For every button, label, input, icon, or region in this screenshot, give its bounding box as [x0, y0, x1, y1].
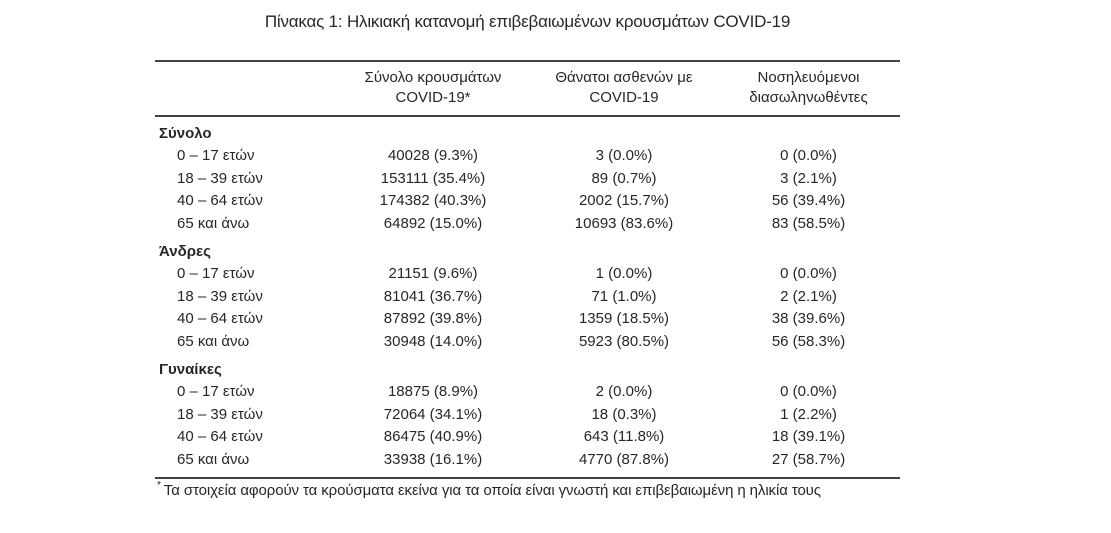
cases-cell: 87892 (39.8%)	[383, 310, 483, 327]
table-row: 65 και άνω 64892 (15.0%) 10693 (83.6%) 8…	[155, 213, 900, 236]
intubated-cell: 18 (39.1%)	[771, 428, 846, 445]
cases-cell: 21151 (9.6%)	[388, 265, 478, 282]
table-row: 65 και άνω 30948 (14.0%) 5923 (80.5%) 56…	[155, 331, 900, 354]
table-row: 0 – 17 ετών 18875 (8.9%) 2 (0.0%) 0 (0.0…	[155, 381, 900, 404]
cases-cell: 64892 (15.0%)	[383, 214, 483, 232]
cases-cell: 18875 (8.9%)	[387, 383, 479, 400]
section-women: Γυναίκες 0 – 17 ετών 18875 (8.9%) 2 (0.0…	[155, 358, 900, 471]
cases-cell: 33938 (16.1%)	[383, 450, 483, 468]
table-row: 18 – 39 ετών 153111 (35.4%) 89 (0.7%) 3 …	[155, 168, 900, 191]
intubated-cell: 83 (58.5%)	[771, 214, 846, 232]
age-group-label: 18 – 39 ετών	[177, 169, 263, 187]
section-label: Γυναίκες	[159, 361, 222, 378]
section-men: Άνδρες 0 – 17 ετών 21151 (9.6%) 1 (0.0%)…	[155, 240, 900, 353]
age-group-label: 65 και άνω	[177, 214, 250, 232]
age-group-label: 0 – 17 ετών	[177, 147, 255, 164]
section-label: Άνδρες	[159, 243, 211, 260]
column-header-deaths-line1: Θάνατοι ασθενών με	[555, 69, 693, 86]
deaths-cell: 89 (0.7%)	[591, 169, 657, 187]
deaths-cell: 1359 (18.5%)	[578, 310, 670, 327]
cases-cell: 153111 (35.4%)	[380, 169, 486, 187]
section-total: Σύνολο 0 – 17 ετών 40028 (9.3%) 3 (0.0%)…	[155, 122, 900, 235]
table-row: 40 – 64 ετών 174382 (40.3%) 2002 (15.7%)…	[155, 190, 900, 213]
cases-cell: 86475 (40.9%)	[383, 428, 483, 445]
intubated-cell: 27 (58.7%)	[771, 450, 846, 468]
intubated-cell: 0 (0.0%)	[780, 147, 837, 164]
deaths-cell: 3 (0.0%)	[595, 147, 653, 164]
age-group-label: 40 – 64 ετών	[177, 310, 263, 327]
age-group-label: 18 – 39 ετών	[177, 287, 263, 305]
table-title: Πίνακας 1: Ηλικιακή κατανομή επιβεβαιωμέ…	[264, 12, 791, 31]
intubated-cell: 38 (39.6%)	[771, 310, 846, 327]
column-header-cases: Σύνολο κρουσμάτων COVID-19*	[335, 68, 531, 108]
column-header-deaths: Θάνατοι ασθενών με COVID-19	[531, 68, 717, 108]
age-group-label: 40 – 64 ετών	[177, 428, 263, 445]
age-group-label: 0 – 17 ετών	[177, 265, 255, 282]
intubated-cell: 0 (0.0%)	[780, 383, 837, 400]
cases-cell: 40028 (9.3%)	[387, 147, 479, 164]
cases-cell: 30948 (14.0%)	[383, 332, 483, 350]
column-header-intubated: Νοσηλευόμενοι διασωληνωθέντες	[717, 68, 900, 108]
cases-cell: 72064 (34.1%)	[383, 405, 483, 423]
column-header-intubated-line1: Νοσηλευόμενοι	[757, 69, 860, 86]
table-row: 40 – 64 ετών 86475 (40.9%) 643 (11.8%) 1…	[155, 426, 900, 449]
footnote-text: Τα στοιχεία αφορούν τα κρούσματα εκείνα …	[163, 482, 821, 499]
deaths-cell: 18 (0.3%)	[591, 405, 657, 423]
intubated-cell: 0 (0.0%)	[780, 265, 837, 282]
column-header-intubated-line2: διασωληνωθέντες	[749, 89, 868, 106]
deaths-cell: 643 (11.8%)	[583, 428, 665, 445]
intubated-cell: 1 (2.2%)	[780, 405, 837, 423]
age-group-label: 65 και άνω	[177, 332, 250, 350]
intubated-cell: 3 (2.1%)	[780, 169, 837, 187]
deaths-cell: 2 (0.0%)	[595, 383, 653, 400]
deaths-cell: 1 (0.0%)	[595, 265, 653, 282]
column-header-deaths-line2: COVID-19	[589, 89, 659, 106]
age-group-label: 40 – 64 ετών	[177, 192, 263, 209]
table-body: Σύνολο 0 – 17 ετών 40028 (9.3%) 3 (0.0%)…	[155, 122, 900, 479]
cases-cell: 81041 (36.7%)	[383, 287, 483, 305]
deaths-cell: 2002 (15.7%)	[578, 192, 670, 209]
age-group-label: 18 – 39 ετών	[177, 405, 263, 423]
deaths-cell: 4770 (87.8%)	[578, 450, 670, 468]
cases-cell: 174382 (40.3%)	[379, 192, 487, 209]
table-row: 18 – 39 ετών 72064 (34.1%) 18 (0.3%) 1 (…	[155, 404, 900, 427]
table-row: 65 και άνω 33938 (16.1%) 4770 (87.8%) 27…	[155, 449, 900, 472]
deaths-cell: 71 (1.0%)	[591, 287, 657, 305]
table-row: 18 – 39 ετών 81041 (36.7%) 71 (1.0%) 2 (…	[155, 286, 900, 309]
age-group-label: 0 – 17 ετών	[177, 383, 255, 400]
intubated-cell: 56 (58.3%)	[771, 332, 846, 350]
table-row: 40 – 64 ετών 87892 (39.8%) 1359 (18.5%) …	[155, 308, 900, 331]
column-header-cases-line1: Σύνολο κρουσμάτων	[364, 69, 502, 86]
table-row: 0 – 17 ετών 21151 (9.6%) 1 (0.0%) 0 (0.0…	[155, 263, 900, 286]
age-group-label: 65 και άνω	[177, 450, 250, 468]
column-header-cases-line2: COVID-19*	[395, 89, 471, 106]
table-row: 0 – 17 ετών 40028 (9.3%) 3 (0.0%) 0 (0.0…	[155, 145, 900, 168]
age-distribution-table: Σύνολο κρουσμάτων COVID-19* Θάνατοι ασθε…	[155, 60, 900, 479]
section-label: Σύνολο	[159, 125, 212, 142]
deaths-cell: 5923 (80.5%)	[578, 332, 670, 350]
intubated-cell: 2 (2.1%)	[780, 287, 837, 305]
deaths-cell: 10693 (83.6%)	[574, 214, 674, 232]
table-footnote: * Τα στοιχεία αφορούν τα κρούσματα εκείνα…	[157, 480, 917, 499]
intubated-cell: 56 (39.4%)	[771, 192, 846, 209]
footnote-asterisk: *	[157, 480, 161, 491]
table-header-row: Σύνολο κρουσμάτων COVID-19* Θάνατοι ασθε…	[155, 62, 900, 117]
